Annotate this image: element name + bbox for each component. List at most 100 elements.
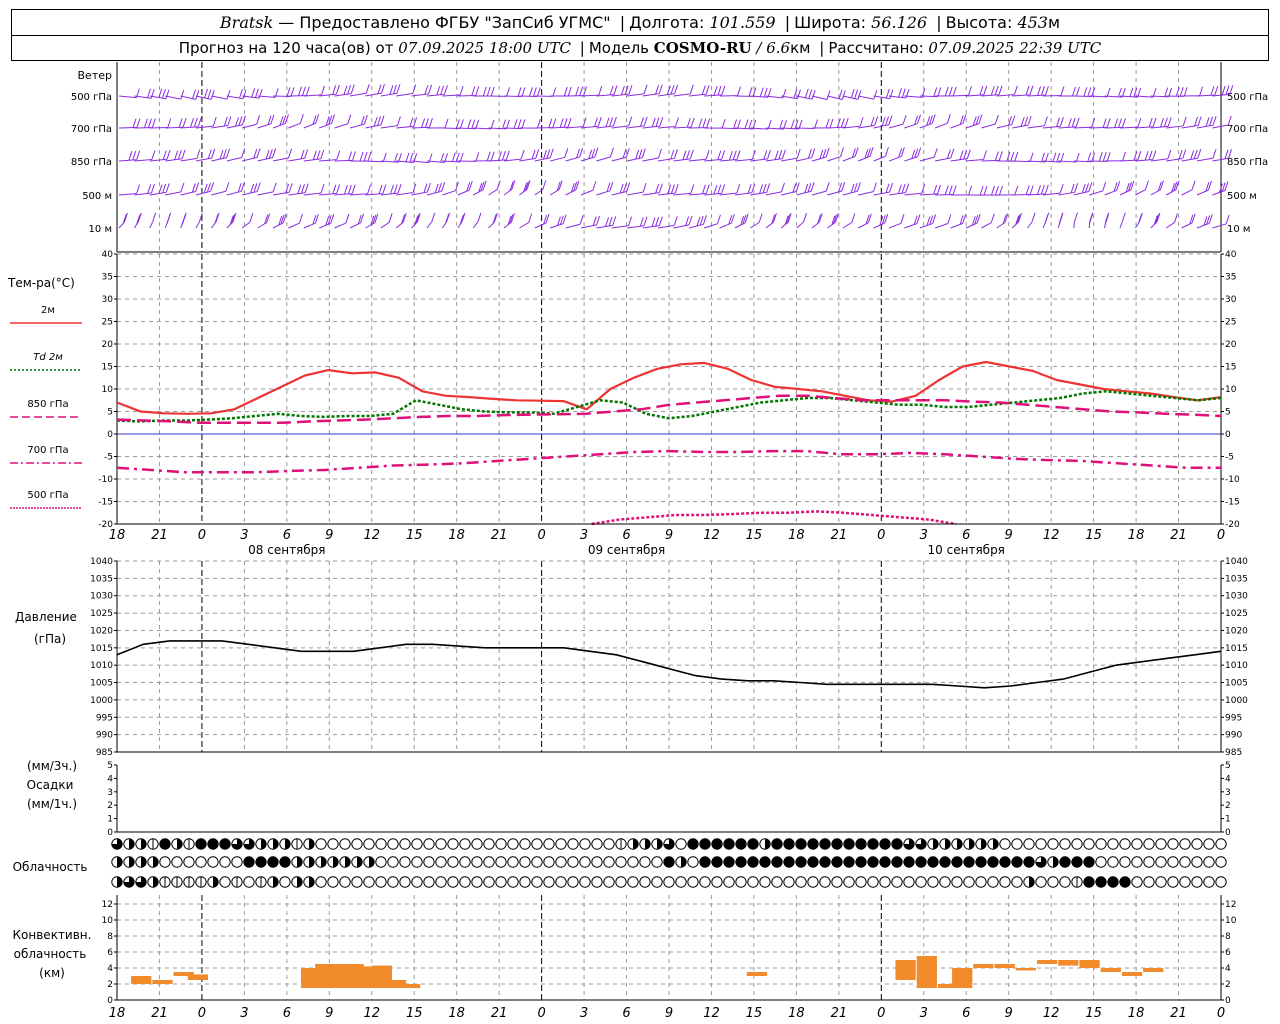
precip-ytick-left: 3 [107,788,113,798]
press-ytick-left: 1040 [90,557,113,567]
wind-barb-feather [1008,116,1012,126]
convective-bar-10 [385,980,407,988]
wind-barb-feather [881,214,886,225]
wind-barb-feather [817,214,822,224]
wind-barb-feather [195,90,200,100]
cloud-symbol [675,876,687,888]
wind-barb-feather [1052,152,1057,162]
wind-barb-feather [831,215,836,225]
wind-barb-feather [424,85,429,95]
wind-barb-feather [879,216,884,226]
wind-barb-feather [659,116,664,127]
wind-barb-feather [1011,115,1016,125]
wind-barb-staff [319,222,332,229]
convective-bar-15 [937,984,959,988]
cloud-symbol [435,838,447,850]
cloud-symbol-fill [855,856,867,868]
wind-barb-feather [1075,117,1080,127]
wind-barb-staff [149,158,168,162]
wind-barb-feather [968,86,972,96]
wind-level-right: 500 гПа [1227,92,1268,103]
cloud-symbol [483,876,495,888]
press-ytick-left: 1020 [90,626,113,636]
wind-barb-feather [778,149,783,160]
wind-barb-feather [685,216,690,226]
cloud-symbol [1155,856,1167,868]
wind-barb-feather [238,88,243,99]
cloud-symbol-fill [795,856,807,868]
wind-barb-feather [396,116,401,126]
wind-barb-feather [158,88,163,98]
wind-barb-feather [798,119,803,130]
press-ytick-right: 1015 [1225,644,1248,654]
temp-ytick-left: 25 [102,318,113,328]
wind-barb-feather [666,85,671,95]
cloud-symbol [615,876,627,888]
press-ytick-right: 995 [1225,713,1242,723]
wind-barb-feather [767,149,771,160]
wind-barb-staff [1212,190,1226,196]
wind-barb-feather [732,150,737,160]
wind-barb-feather [1098,152,1103,162]
wind-barb-feather [136,215,141,225]
wind-barb-feather [950,148,955,159]
wind-barb-feather [946,149,951,159]
day-label-0: 08 сентября [248,543,325,557]
wind-barb-feather [1178,149,1183,160]
wind-barb-staff [904,223,918,229]
wind-barb-feather [1113,182,1118,192]
wind-barb-staff [1181,222,1193,229]
wind-barb-staff [242,123,257,129]
wind-barb-staff [1089,126,1108,129]
wind-barb-feather [1075,152,1080,163]
wind-barb-staff [288,222,300,229]
wind-barb-feather [1129,87,1134,97]
wind-barb-staff [365,92,382,97]
cloud-symbol-fill [1107,876,1119,888]
wind-barb-staff [1012,124,1029,129]
wind-barb-feather [869,147,874,157]
wind-barb-feather [426,182,431,193]
cloud-symbol [543,876,555,888]
wind-barb-staff [996,94,1015,97]
convective-bar-14 [916,956,937,988]
wind-barb-feather [811,90,816,100]
wind-barb-feather [1060,152,1065,163]
wind-barb-feather [198,212,203,222]
wind-barb-feather [256,115,261,125]
cloud-symbol-fill [231,838,243,850]
wind-barb-feather [874,116,879,126]
wind-barb-feather [983,150,987,160]
wind-barb-feather [717,150,722,160]
wind-barb-feather [998,185,1003,196]
wind-barb-staff [765,158,783,162]
wind-barb-feather [792,183,797,193]
wind-barb-feather [480,181,485,192]
conv-ytick-left: 8 [107,932,113,942]
wind-barb-feather [251,88,256,98]
cloud-symbol [159,856,171,868]
wind-barb-feather [983,85,988,96]
wind-barb-feather [182,118,187,128]
cloud-symbol [843,876,855,888]
wind-barb-feather [363,115,368,125]
wind-barb-feather [737,86,742,96]
cloud-symbol-fill [969,838,975,850]
wind-barb-feather [206,182,211,193]
convective-bar-23 [1100,968,1121,972]
wind-barb-feather [655,84,660,95]
wind-barb-feather [594,147,599,158]
wind-barb-feather [619,183,624,194]
wind-barb-staff [719,158,738,162]
wind-barb-feather [752,119,757,130]
wind-barb-feather [1152,117,1157,127]
wind-barb-feather [807,149,812,159]
wind-barb-staff [981,222,992,229]
temp-ytick-left: -10 [98,475,113,485]
wind-barb-feather [235,117,239,127]
wind-barb-feather [728,215,733,225]
wind-barb-staff [873,155,886,162]
wind-barb-staff [211,190,226,196]
wind-barb-feather [1137,150,1142,161]
cloud-symbol [879,876,891,888]
